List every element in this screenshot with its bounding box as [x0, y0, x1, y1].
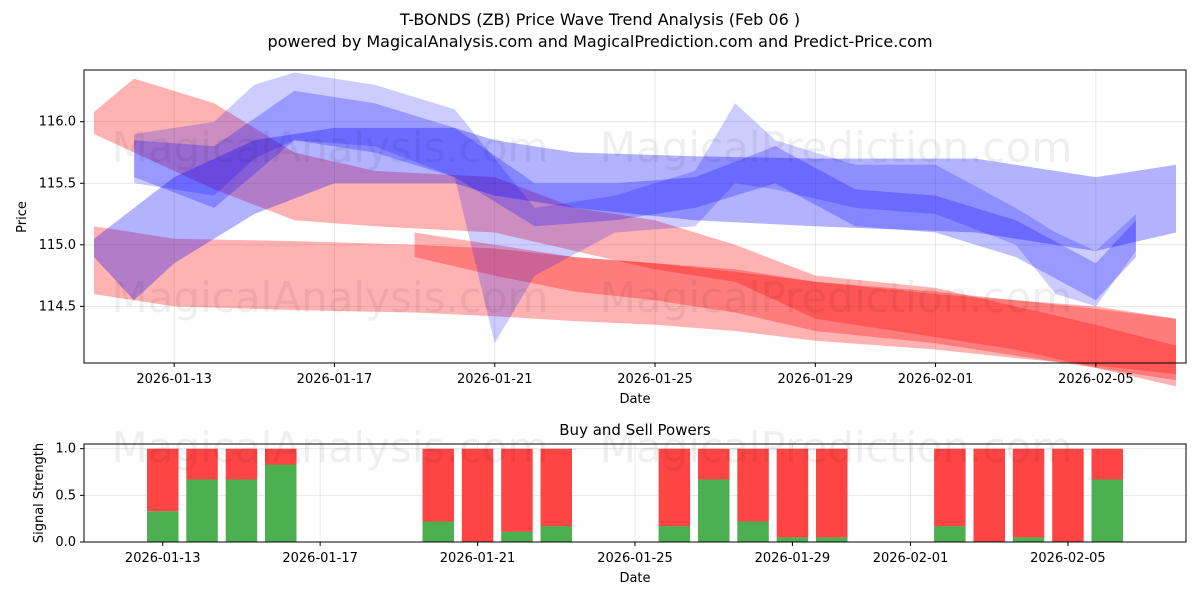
buy-bar: [1012, 537, 1045, 542]
buy-sell-y-tick-label: 1.0: [55, 442, 76, 457]
buy-bar: [698, 479, 730, 542]
buy-sell-axes-frame: [83, 443, 1187, 543]
sell-bar: [1012, 448, 1045, 538]
watermark-analysis-mid: MagicalAnalysis.com: [112, 273, 549, 322]
price-wave-chart: MagicalAnalysis.com MagicalPrediction.co…: [15, 69, 1187, 407]
sell-bar: [1091, 448, 1123, 480]
price-x-tick-label: 2026-01-17: [297, 372, 373, 387]
buy-sell-chart: Buy and Sell Powers MagicalAnalysis.com …: [32, 421, 1187, 586]
red-band-1: [94, 78, 1176, 387]
buy-sell-y-axis-label: Signal Strength: [32, 443, 47, 543]
watermark-analysis-bottom: MagicalAnalysis.com: [112, 423, 549, 472]
sell-bar: [816, 448, 848, 538]
sell-bar: [737, 448, 769, 522]
buy-sell-x-axis-label: Date: [619, 571, 650, 586]
buy-bar: [776, 537, 809, 542]
sell-bar: [698, 448, 730, 480]
buy-bar: [186, 479, 218, 542]
buy-bar: [540, 526, 572, 542]
price-x-axis-label: Date: [619, 392, 650, 407]
price-y-tick-label: 114.5: [39, 299, 76, 314]
sell-bar: [225, 448, 258, 480]
buy-sell-x-tick-label: 2026-01-17: [282, 551, 358, 566]
buy-sell-x-tick-label: 2026-01-25: [597, 551, 673, 566]
chart-subtitle: powered by MagicalAnalysis.com and Magic…: [267, 32, 932, 51]
red-band-3: [414, 232, 1177, 381]
sell-bar: [540, 448, 572, 527]
price-grid: [84, 70, 1186, 363]
sell-bar: [186, 448, 218, 480]
buy-bar: [147, 511, 179, 542]
buy-bar: [816, 537, 848, 542]
price-x-tick-label: 2026-01-25: [617, 372, 693, 387]
buy-sell-bars: [147, 448, 1123, 542]
price-y-tick-label: 115.0: [39, 238, 76, 253]
sell-bar: [147, 448, 179, 512]
buy-bar: [658, 526, 691, 542]
sell-bar: [973, 448, 1005, 542]
buy-bar: [1091, 479, 1123, 542]
blue-band-3: [134, 90, 1136, 301]
price-x-tick-label: 2026-02-01: [898, 372, 974, 387]
price-axes-frame: [83, 69, 1187, 364]
sell-bar: [658, 448, 691, 527]
buy-bar: [265, 464, 297, 542]
buy-sell-ticks: 2026-01-13 2026-01-17 2026-01-21 2026-01-25…: [55, 442, 1105, 566]
price-y-axis-label: Price: [15, 201, 30, 233]
buy-sell-x-tick-label: 2026-01-21: [440, 551, 516, 566]
sell-bar: [501, 448, 533, 532]
buy-bar: [422, 521, 454, 542]
buy-sell-x-tick-label: 2026-01-29: [755, 551, 831, 566]
buy-bar: [934, 526, 966, 542]
sell-bar: [934, 448, 966, 527]
price-bands: [94, 72, 1177, 387]
buy-sell-y-tick-label: 0.5: [55, 488, 76, 503]
buy-sell-x-tick-label: 2026-02-01: [873, 551, 949, 566]
price-ticks: 2026-01-13 2026-01-17 2026-01-21 2026-01-25…: [39, 115, 1134, 387]
price-x-tick-label: 2026-01-21: [457, 372, 533, 387]
buy-bar: [501, 531, 533, 542]
red-band-2: [94, 226, 1176, 375]
buy-bar: [225, 479, 258, 542]
watermark-prediction-bottom: MagicalPrediction.com: [600, 423, 1073, 472]
buy-sell-x-tick-label: 2026-01-13: [125, 551, 201, 566]
buy-bar: [737, 521, 769, 542]
blue-band-1: [94, 127, 1176, 301]
sell-bar: [1052, 448, 1084, 542]
sell-bar: [461, 448, 494, 542]
watermark-prediction-top: MagicalPrediction.com: [600, 123, 1073, 172]
sell-bar: [776, 448, 809, 538]
price-x-tick-label: 2026-01-29: [778, 372, 854, 387]
watermark-analysis-top: MagicalAnalysis.com: [112, 123, 549, 172]
blue-band-2: [134, 72, 1136, 344]
price-x-tick-label: 2026-01-13: [136, 372, 212, 387]
sell-bar: [422, 448, 454, 522]
chart-title: T-BONDS (ZB) Price Wave Trend Analysis (…: [399, 10, 800, 29]
price-y-tick-label: 115.5: [39, 176, 76, 191]
watermark-prediction-mid: MagicalPrediction.com: [600, 273, 1073, 322]
price-y-tick-label: 116.0: [39, 115, 76, 130]
price-x-tick-label: 2026-02-05: [1058, 372, 1134, 387]
buy-sell-y-tick-label: 0.0: [55, 535, 76, 550]
buy-sell-x-tick-label: 2026-02-05: [1030, 551, 1106, 566]
sell-bar: [265, 448, 297, 465]
buy-sell-title: Buy and Sell Powers: [559, 421, 711, 439]
